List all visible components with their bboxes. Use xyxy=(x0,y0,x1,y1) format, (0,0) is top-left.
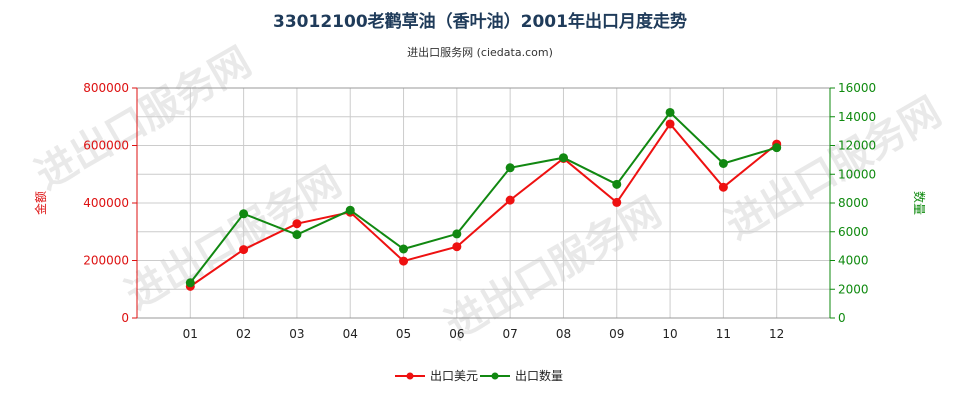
data-point-usd[interactable] xyxy=(239,245,249,255)
data-point-usd[interactable] xyxy=(452,242,462,252)
data-point-usd[interactable] xyxy=(612,197,622,207)
right-tick-label: 6000 xyxy=(838,225,869,239)
left-tick-label: 400000 xyxy=(83,196,129,210)
right-tick-label: 0 xyxy=(838,311,846,325)
watermark-text: 进出口服务网 xyxy=(718,89,949,249)
right-axis-label: 数量 xyxy=(912,191,927,215)
watermark-text: 进出口服务网 xyxy=(118,159,349,319)
right-tick-label: 16000 xyxy=(838,81,876,95)
x-tick-label: 01 xyxy=(183,327,198,341)
x-tick-label: 12 xyxy=(769,327,784,341)
data-point-qty[interactable] xyxy=(239,209,249,219)
data-point-usd[interactable] xyxy=(505,195,515,205)
data-point-usd[interactable] xyxy=(718,182,728,192)
right-tick-label: 8000 xyxy=(838,196,869,210)
legend: 出口美元 出口数量 xyxy=(395,368,563,383)
data-point-qty[interactable] xyxy=(665,107,675,117)
x-tick-label: 03 xyxy=(289,327,304,341)
series-line-qty xyxy=(189,110,777,284)
left-tick-label: 200000 xyxy=(83,254,129,268)
data-point-qty[interactable] xyxy=(772,143,782,153)
x-tick-label: 09 xyxy=(609,327,624,341)
data-point-usd[interactable] xyxy=(292,219,302,229)
x-tick-label: 04 xyxy=(343,327,358,341)
right-tick-label: 2000 xyxy=(838,282,869,296)
left-axis-ticks: 0 200000 400000 600000 800000 xyxy=(83,81,137,325)
chart-subtitle: 进出口服务网 (ciedata.com) xyxy=(407,45,553,59)
right-axis-ticks: 0 2000 4000 6000 8000 10000 12000 14000 16000 xyxy=(830,81,876,325)
x-tick-label: 10 xyxy=(662,327,677,341)
legend-item-usd[interactable]: 出口美元 xyxy=(395,369,478,383)
data-point-usd[interactable] xyxy=(665,119,675,129)
x-tick-label: 11 xyxy=(716,327,731,341)
series-layer xyxy=(185,107,782,291)
data-point-qty[interactable] xyxy=(185,278,195,288)
left-tick-label: 600000 xyxy=(83,139,129,153)
left-axis-label: 金额 xyxy=(33,191,48,215)
right-tick-label: 14000 xyxy=(838,110,876,124)
legend-label-usd: 出口美元 xyxy=(430,369,478,383)
legend-item-qty[interactable]: 出口数量 xyxy=(480,368,563,383)
right-tick-label: 4000 xyxy=(838,254,869,268)
x-tick-label: 02 xyxy=(236,327,251,341)
chart-title: 33012100老鹳草油（香叶油）2001年出口月度走势 xyxy=(273,11,687,32)
x-tick-label: 08 xyxy=(556,327,571,341)
left-tick-label: 800000 xyxy=(83,81,129,95)
data-point-qty[interactable] xyxy=(345,205,355,215)
series-line-usd xyxy=(189,122,778,288)
data-point-qty[interactable] xyxy=(505,163,515,173)
data-point-qty[interactable] xyxy=(292,230,302,240)
x-tick-label: 06 xyxy=(449,327,464,341)
legend-label-qty: 出口数量 xyxy=(515,368,563,383)
left-tick-label: 0 xyxy=(121,311,129,325)
data-point-qty[interactable] xyxy=(558,153,568,163)
right-tick-label: 12000 xyxy=(838,139,876,153)
x-tick-label: 05 xyxy=(396,327,411,341)
legend-marker-qty xyxy=(491,372,499,380)
right-tick-label: 10000 xyxy=(838,167,876,181)
legend-marker-usd xyxy=(406,372,414,380)
data-point-qty[interactable] xyxy=(399,244,409,254)
x-axis-ticks: 01 02 03 04 05 06 07 08 09 10 11 12 xyxy=(183,327,785,341)
data-point-qty[interactable] xyxy=(718,158,728,168)
data-point-qty[interactable] xyxy=(452,229,462,239)
data-point-usd[interactable] xyxy=(399,256,409,266)
x-tick-label: 07 xyxy=(503,327,518,341)
data-point-qty[interactable] xyxy=(612,179,622,189)
